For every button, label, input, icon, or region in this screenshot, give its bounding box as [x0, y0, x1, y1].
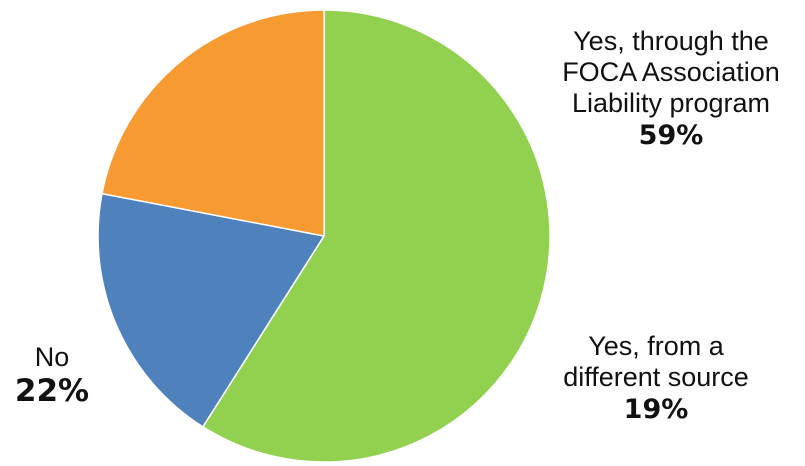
slice-percent-label: 22% [14, 373, 90, 409]
slice-percent-label: 19% [623, 394, 689, 425]
slice-label-no: No 22% [0, 342, 104, 409]
slice-label-foca-program: Yes, through the FOCA Association Liabil… [540, 26, 802, 153]
slice-label-different-source: Yes, from a different source 19% [540, 331, 772, 427]
slice-category-label: No [34, 342, 70, 372]
pie-slice-no [101, 9, 325, 237]
pie-slice-foca-program [201, 9, 551, 463]
slice-category-label: Yes, through the FOCA Association Liabil… [562, 26, 780, 118]
slice-percent-label: 59% [638, 120, 704, 151]
slice-category-label: Yes, from a different source [563, 331, 749, 392]
pie-slice-different-source [97, 192, 326, 428]
